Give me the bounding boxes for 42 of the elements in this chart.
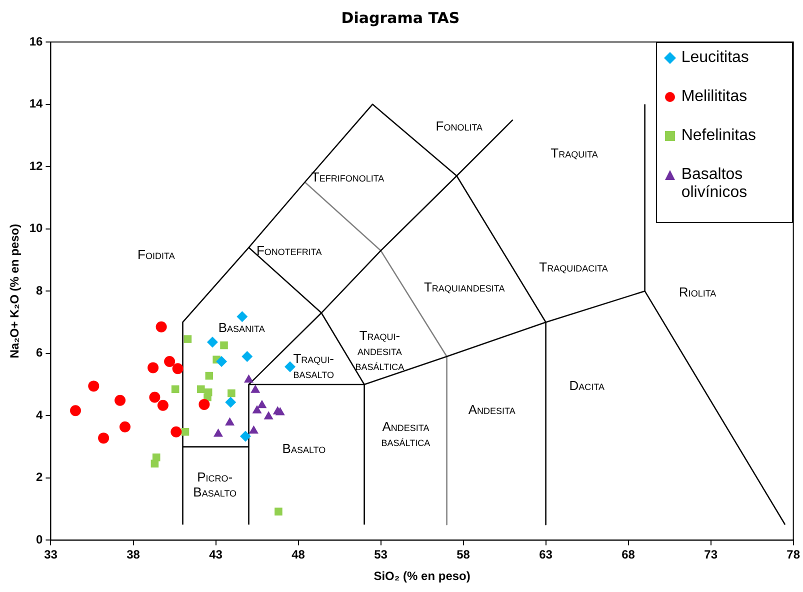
annotation: Picro- Basalto [193, 469, 237, 500]
annotation: Riolita [678, 284, 716, 300]
chart-title: Diagrama TAS [341, 8, 460, 27]
annotation: Traquiandesita [424, 280, 505, 295]
annotation: Dacita [569, 378, 605, 393]
x-tick-label: 53 [374, 548, 388, 562]
annotation: Andesita [468, 402, 516, 418]
y-tick-label: 10 [29, 221, 44, 236]
annotation: Tefrifonolita [311, 170, 384, 185]
x-tick-label: 58 [456, 548, 470, 562]
y-tick-label: 6 [36, 346, 44, 360]
x-tick-label: 73 [704, 548, 718, 562]
annotation: Traqui- andesita basáltica [355, 328, 404, 373]
x-tick-label: 68 [622, 548, 636, 562]
annotation: Fonotefrita [256, 242, 322, 258]
x-tick-label: 63 [539, 548, 553, 562]
annotation: Foidita [138, 246, 175, 262]
x-tick-label: 33 [44, 548, 58, 562]
annotation: Andesita basáltica [381, 419, 430, 450]
y-tick-label: 2 [36, 470, 44, 484]
y-tick-label: 4 [36, 408, 44, 422]
y-tick-label: 8 [36, 283, 44, 298]
annotation: Fonolita [436, 118, 483, 134]
x-tick-label: 43 [209, 548, 223, 562]
legend-label: Nefelinitas [681, 127, 756, 144]
y-axis-title: Na₂O+ K₂O (% en peso) [8, 224, 22, 358]
annotation: Traquidacita [539, 259, 608, 274]
y-tick-label: 12 [29, 158, 44, 173]
annotation: Traquita [550, 146, 598, 161]
legend-label: Melilititas [681, 88, 748, 105]
y-tick-label: 16 [29, 34, 44, 48]
annotation: Basanita [218, 320, 265, 336]
legend-label: Basaltos olivínicos [681, 166, 748, 201]
annotation: Traqui- basalto [293, 350, 334, 381]
y-tick-label: 0 [36, 532, 44, 547]
x-tick-label: 78 [786, 548, 800, 562]
annotation: Basalto [282, 441, 326, 456]
x-tick-label: 48 [292, 548, 306, 562]
y-tick-label: 14 [29, 96, 44, 111]
legend-label: Leucititas [681, 49, 749, 66]
x-tick-label: 38 [126, 548, 140, 562]
x-axis-title: SiO₂ (% en peso) [374, 569, 470, 584]
